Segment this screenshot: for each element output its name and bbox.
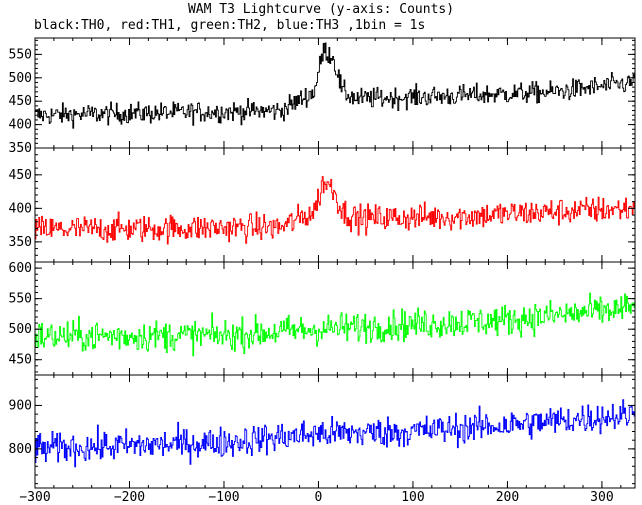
y-tick-label: 350 — [9, 235, 32, 250]
series-line-th0 — [35, 42, 635, 129]
x-tick-label: 100 — [401, 490, 424, 505]
series-line-th3 — [35, 399, 635, 468]
panel-frame — [34, 37, 636, 149]
y-tick-label: 550 — [9, 47, 32, 62]
chart-title: WAM T3 Lightcurve (y-axis: Counts) — [187, 2, 455, 17]
y-tick-label: 450 — [9, 94, 32, 109]
panel-frame — [34, 374, 636, 489]
y-tick-label: 350 — [9, 141, 32, 156]
x-tick-label: 0 — [315, 490, 323, 505]
x-tick-label: −200 — [114, 490, 145, 505]
y-tick-label: 500 — [9, 71, 32, 86]
y-tick-label: 800 — [9, 442, 32, 457]
series-line-th1 — [35, 176, 635, 245]
y-tick-label: 400 — [9, 118, 32, 133]
chart-subtitle: black:TH0, red:TH1, green:TH2, blue:TH3 … — [34, 18, 426, 33]
x-tick-label: −100 — [208, 490, 239, 505]
y-tick-label: 500 — [9, 322, 32, 337]
x-tick-label: 200 — [496, 490, 519, 505]
y-tick-label: 450 — [9, 168, 32, 183]
x-tick-label: −300 — [19, 490, 50, 505]
y-tick-label: 450 — [9, 353, 32, 368]
y-tick-label: 600 — [9, 261, 32, 276]
panel-frame — [34, 261, 636, 376]
y-tick-label: 900 — [9, 398, 32, 413]
x-tick-label: 300 — [590, 490, 613, 505]
series-line-th2 — [35, 292, 635, 357]
y-tick-label: 400 — [9, 201, 32, 216]
y-tick-label: 550 — [9, 292, 32, 307]
